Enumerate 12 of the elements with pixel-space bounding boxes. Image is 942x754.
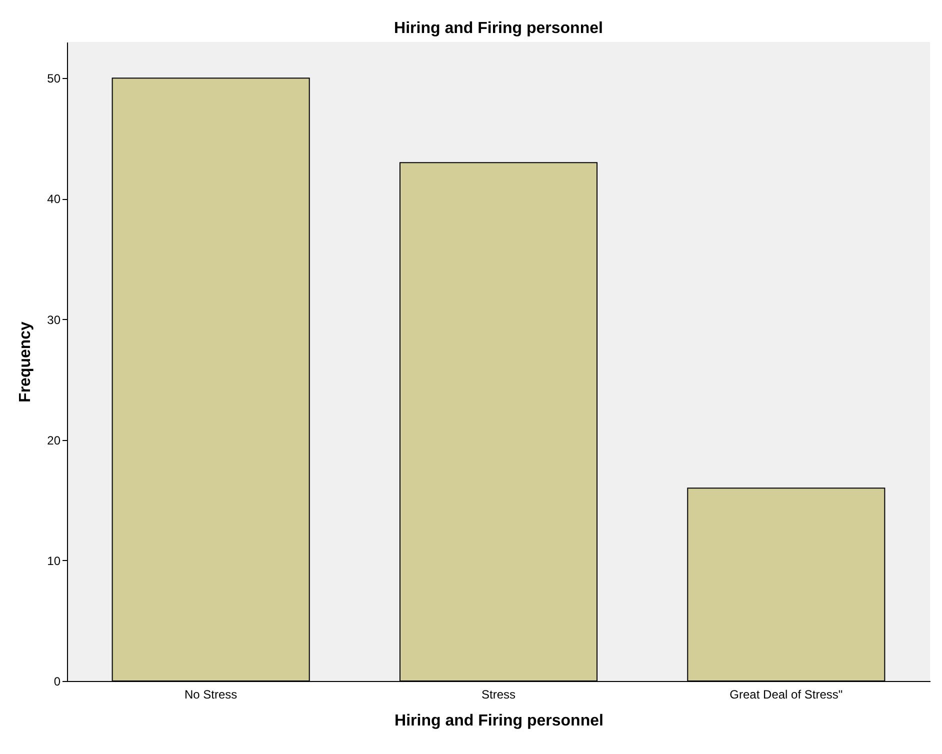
y-tick-label: 0 [54,674,61,688]
y-tick-label: 20 [47,433,61,448]
chart-title: Hiring and Firing personnel [394,20,603,37]
y-tick-label: 40 [47,192,61,206]
x-axis-title: Hiring and Firing personnel [394,712,604,730]
x-tick-label: Great Deal of Stress" [730,688,843,702]
y-tick-label: 30 [47,312,61,327]
x-tick-label: Stress [481,688,516,702]
x-tick-label: No Stress [184,688,238,702]
y-tick-label: 10 [47,554,61,568]
y-tick-label: 50 [47,72,61,86]
y-axis-title: Frequency [17,321,34,402]
